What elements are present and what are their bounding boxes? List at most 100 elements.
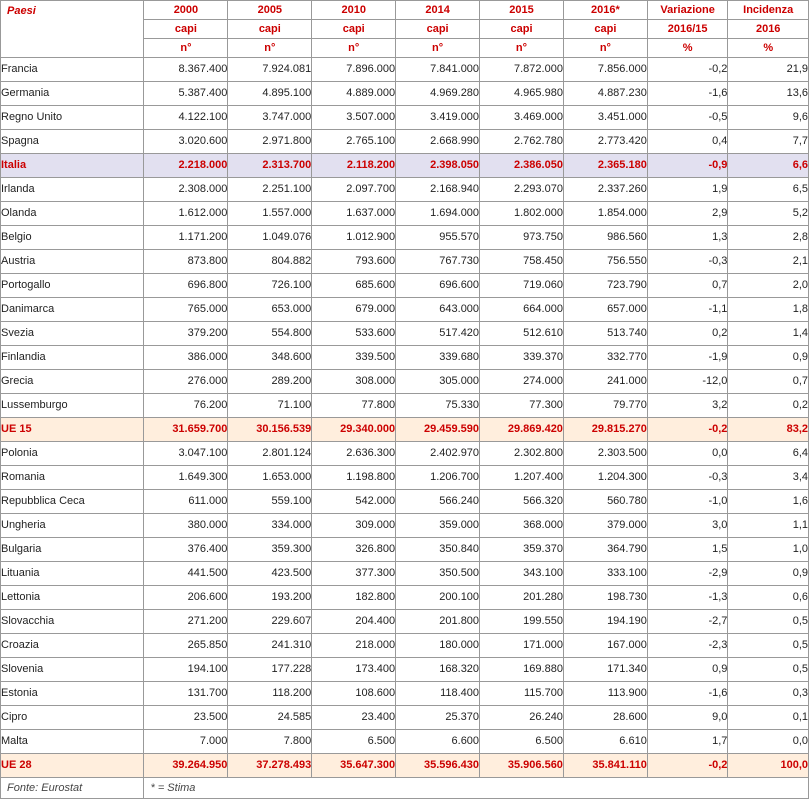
cell-value: 542.000	[312, 490, 396, 514]
cell-value: -12,0	[647, 370, 728, 394]
header-capi: capi	[144, 20, 228, 39]
cell-value: 1,4	[728, 322, 809, 346]
cell-value: 2.365.180	[563, 154, 647, 178]
cell-value: 2.801.124	[228, 442, 312, 466]
cell-value: 39.264.950	[144, 754, 228, 778]
row-label: Romania	[1, 466, 144, 490]
cell-value: 169.880	[480, 658, 564, 682]
cell-value: 79.770	[563, 394, 647, 418]
cell-value: 23.400	[312, 706, 396, 730]
cell-value: 379.000	[563, 514, 647, 538]
header-year-2005: 2005	[228, 1, 312, 20]
cell-value: 75.330	[396, 394, 480, 418]
cell-value: -0,9	[647, 154, 728, 178]
cell-value: 6,4	[728, 442, 809, 466]
cell-value: 758.450	[480, 250, 564, 274]
cell-value: 2.303.500	[563, 442, 647, 466]
cell-value: 173.400	[312, 658, 396, 682]
cell-value: 3.020.600	[144, 130, 228, 154]
cell-value: 2.773.420	[563, 130, 647, 154]
cell-value: 1.694.000	[396, 202, 480, 226]
cell-value: 643.000	[396, 298, 480, 322]
cell-value: 1,3	[647, 226, 728, 250]
cell-value: 115.700	[480, 682, 564, 706]
table-row: Spagna3.020.6002.971.8002.765.1002.668.9…	[1, 130, 809, 154]
cell-value: 0,0	[728, 730, 809, 754]
cell-value: 1.557.000	[228, 202, 312, 226]
cell-value: 7.872.000	[480, 58, 564, 82]
row-label: UE 15	[1, 418, 144, 442]
row-label: Grecia	[1, 370, 144, 394]
cell-value: 359.370	[480, 538, 564, 562]
cell-value: 955.570	[396, 226, 480, 250]
cell-value: 6,6	[728, 154, 809, 178]
cell-value: 2.971.800	[228, 130, 312, 154]
row-label: UE 28	[1, 754, 144, 778]
cell-value: 3.419.000	[396, 106, 480, 130]
table-row: Estonia131.700118.200108.600118.400115.7…	[1, 682, 809, 706]
row-label: Portogallo	[1, 274, 144, 298]
cell-value: 359.000	[396, 514, 480, 538]
cell-value: 2.308.000	[144, 178, 228, 202]
cell-value: 7.856.000	[563, 58, 647, 82]
row-label: Polonia	[1, 442, 144, 466]
header-year-2015: 2015	[480, 1, 564, 20]
cell-value: 1.198.800	[312, 466, 396, 490]
cell-value: 177.228	[228, 658, 312, 682]
cell-value: 13,6	[728, 82, 809, 106]
cell-value: 2.293.070	[480, 178, 564, 202]
cell-value: 765.000	[144, 298, 228, 322]
table-row: Croazia265.850241.310218.000180.000171.0…	[1, 634, 809, 658]
cell-value: 201.800	[396, 610, 480, 634]
cell-value: 200.100	[396, 586, 480, 610]
cell-value: 1.802.000	[480, 202, 564, 226]
table-row: Slovacchia271.200229.607204.400201.80019…	[1, 610, 809, 634]
cell-value: 1.637.000	[312, 202, 396, 226]
cell-value: 423.500	[228, 562, 312, 586]
table-row: Bulgaria376.400359.300326.800350.840359.…	[1, 538, 809, 562]
table-header: Paesi 2000 2005 2010 2014 2015 2016* Var…	[1, 1, 809, 58]
cell-value: 2.765.100	[312, 130, 396, 154]
cell-value: 0,7	[728, 370, 809, 394]
cell-value: 0,1	[728, 706, 809, 730]
table-row: Cipro23.50024.58523.40025.37026.24028.60…	[1, 706, 809, 730]
cell-value: 2,0	[728, 274, 809, 298]
cell-value: 7.896.000	[312, 58, 396, 82]
table-row: Regno Unito4.122.1003.747.0003.507.0003.…	[1, 106, 809, 130]
cell-value: 35.596.430	[396, 754, 480, 778]
cell-value: 1.012.900	[312, 226, 396, 250]
cell-value: 6.610	[563, 730, 647, 754]
cell-value: -0,2	[647, 58, 728, 82]
row-label: Lettonia	[1, 586, 144, 610]
cell-value: -1,0	[647, 490, 728, 514]
cell-value: -1,6	[647, 82, 728, 106]
cell-value: 26.240	[480, 706, 564, 730]
cell-value: 723.790	[563, 274, 647, 298]
table-row: Lettonia206.600193.200182.800200.100201.…	[1, 586, 809, 610]
table-row: Austria873.800804.882793.600767.730758.4…	[1, 250, 809, 274]
cell-value: 380.000	[144, 514, 228, 538]
cell-value: 350.500	[396, 562, 480, 586]
cell-value: 198.730	[563, 586, 647, 610]
cell-value: 276.000	[144, 370, 228, 394]
cell-value: 339.500	[312, 346, 396, 370]
cell-value: 194.100	[144, 658, 228, 682]
cell-value: 1.049.076	[228, 226, 312, 250]
cell-value: 560.780	[563, 490, 647, 514]
row-label: Francia	[1, 58, 144, 82]
cell-value: 182.800	[312, 586, 396, 610]
cell-value: -1,3	[647, 586, 728, 610]
cell-value: 696.600	[396, 274, 480, 298]
cell-value: 309.000	[312, 514, 396, 538]
cell-value: 6,5	[728, 178, 809, 202]
cell-value: 1.171.200	[144, 226, 228, 250]
cell-value: 696.800	[144, 274, 228, 298]
cell-value: -0,5	[647, 106, 728, 130]
cell-value: 167.000	[563, 634, 647, 658]
cell-value: -2,3	[647, 634, 728, 658]
row-label: Italia	[1, 154, 144, 178]
row-label: Spagna	[1, 130, 144, 154]
cell-value: 229.607	[228, 610, 312, 634]
table-row: Svezia379.200554.800533.600517.420512.61…	[1, 322, 809, 346]
cell-value: 199.550	[480, 610, 564, 634]
